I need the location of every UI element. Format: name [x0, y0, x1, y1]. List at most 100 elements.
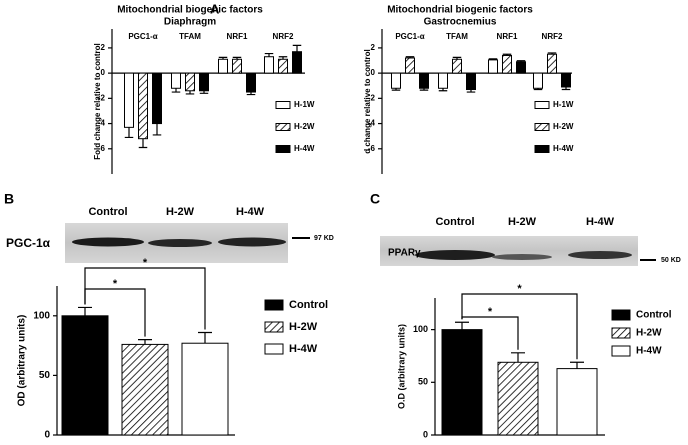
bar	[124, 72, 134, 128]
legend-label: H-4W	[636, 346, 662, 357]
bar	[61, 315, 109, 436]
panel-label: C	[370, 191, 380, 207]
error-bar	[78, 306, 92, 316]
y-tick-label: -4	[368, 119, 376, 128]
y-tick-label: 2	[371, 43, 376, 52]
chart-subtitle: Diaphragm	[164, 17, 216, 28]
blot-marker-label: 97 KD	[314, 235, 334, 242]
blot-lane-label: Control	[88, 206, 127, 218]
bar	[246, 72, 256, 93]
y-tick-label: 0	[44, 430, 50, 441]
legend-swatch	[534, 145, 550, 153]
error-bar	[419, 88, 429, 91]
bar	[218, 58, 228, 74]
bar	[185, 72, 195, 92]
legend-label: H-1W	[294, 100, 315, 109]
bar	[152, 72, 162, 125]
bar	[232, 58, 242, 74]
error-bar	[152, 123, 162, 136]
y-tick-label: -2	[98, 93, 106, 102]
bar	[121, 343, 169, 436]
error-bar	[391, 88, 401, 91]
error-bar	[171, 88, 181, 93]
legend-label: Control	[289, 299, 328, 311]
significance-label: *	[517, 283, 522, 295]
legend-label: H-4W	[553, 144, 574, 153]
bar	[466, 72, 476, 91]
y-axis-label: O.D (arbitrary units)	[396, 324, 406, 409]
error-bar	[405, 56, 415, 58]
bar	[488, 59, 498, 74]
blot-image	[65, 223, 310, 263]
y-tick-label: 0	[423, 429, 428, 439]
error-bar	[246, 92, 256, 96]
y-tick-label: 50	[39, 370, 51, 381]
bar	[452, 58, 462, 74]
bar	[171, 72, 181, 89]
legend-label: H-2W	[636, 328, 662, 339]
legend-swatch	[275, 101, 291, 109]
y-tick-label: -2	[368, 93, 376, 102]
category-label: NRF2	[542, 32, 563, 41]
blot-image	[380, 236, 656, 266]
legend-swatch	[534, 101, 550, 109]
category-label: PGC1-α	[395, 32, 424, 41]
legend-label: Control	[636, 310, 672, 321]
blot-lane-label: Control	[435, 216, 474, 228]
bar	[547, 53, 557, 74]
bar	[438, 72, 448, 89]
error-bar	[466, 89, 476, 93]
category-label: NRF2	[273, 32, 294, 41]
y-axis-label: Fold change relative to control	[93, 43, 102, 159]
error-bar	[502, 53, 512, 56]
panel-label: A	[210, 1, 220, 16]
error-bar	[124, 127, 134, 139]
legend-swatch	[611, 345, 631, 357]
error-bar	[138, 339, 152, 345]
blot-protein-label: PPARγ	[388, 248, 421, 259]
legend-label: H-2W	[289, 321, 318, 333]
error-bar	[292, 44, 302, 52]
legend-swatch	[275, 123, 291, 131]
bar	[138, 72, 148, 140]
bar	[533, 72, 543, 89]
y-tick-label: 100	[413, 324, 428, 334]
blot-lane-label: H-2W	[166, 206, 195, 218]
category-label: TFAM	[179, 32, 201, 41]
panel-label: B	[4, 191, 14, 207]
y-tick-label: 2	[101, 43, 106, 52]
category-label: PGC1-α	[128, 32, 157, 41]
significance-label: *	[488, 306, 493, 318]
legend-swatch	[264, 343, 284, 355]
error-bar	[488, 58, 498, 60]
error-bar	[185, 90, 195, 95]
error-bar	[533, 88, 543, 91]
legend-label: H-2W	[553, 122, 574, 131]
chart-subtitle: Gastrocnemius	[424, 17, 497, 28]
bar	[181, 342, 229, 436]
error-bar	[511, 352, 525, 363]
bar	[405, 57, 415, 74]
bar	[292, 51, 302, 74]
bar	[419, 72, 429, 89]
legend-swatch	[264, 299, 284, 311]
bar	[391, 72, 401, 89]
error-bar	[198, 331, 212, 344]
bar	[441, 329, 483, 436]
error-bar	[218, 56, 228, 60]
error-bar	[138, 138, 148, 149]
bar	[516, 61, 526, 74]
legend-swatch	[611, 309, 631, 321]
error-bar	[232, 56, 242, 60]
legend-swatch	[611, 327, 631, 339]
chart-title: Mitochondrial biogenic factors	[117, 5, 263, 16]
bar	[556, 368, 598, 436]
bar	[264, 56, 274, 74]
error-bar	[570, 361, 584, 369]
error-bar	[547, 52, 557, 55]
significance-label: *	[143, 257, 148, 269]
significance-bracket	[84, 267, 206, 330]
error-bar	[278, 56, 288, 60]
legend-label: H-4W	[294, 144, 315, 153]
